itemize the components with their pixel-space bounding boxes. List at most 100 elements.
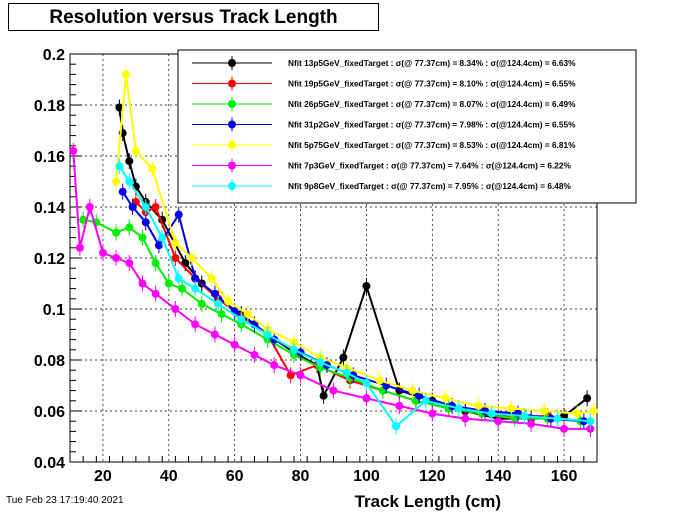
data-point	[128, 203, 137, 211]
data-point	[415, 391, 424, 400]
data-point	[339, 353, 348, 362]
series-4	[112, 66, 598, 422]
y-tick-label: 0.12	[34, 251, 65, 268]
series-6	[115, 158, 595, 435]
data-point	[319, 391, 328, 400]
data-point	[507, 404, 516, 413]
legend-label: Nfit 13p5GeV_fixedTarget : σ(@ 77.37cm) …	[288, 58, 576, 68]
y-tick-label: 0.16	[34, 149, 65, 166]
data-point	[115, 162, 124, 171]
series-line	[121, 191, 584, 423]
data-point	[174, 274, 183, 283]
y-tick-label: 0.2	[43, 47, 65, 64]
data-point	[421, 396, 430, 405]
data-point	[289, 345, 298, 354]
x-tick-label: 20	[94, 468, 112, 485]
legend-box	[177, 49, 637, 204]
data-point	[207, 274, 216, 283]
y-tick-label: 0.1	[43, 302, 65, 319]
data-point	[230, 340, 239, 349]
data-point	[263, 330, 272, 339]
data-point	[141, 203, 150, 211]
data-point	[474, 401, 483, 410]
x-tick-label: 100	[353, 468, 380, 485]
data-point	[125, 157, 134, 166]
data-point	[214, 299, 223, 308]
legend-marker	[228, 100, 236, 108]
data-point	[243, 310, 252, 319]
x-tick-label: 60	[226, 468, 244, 485]
legend-marker	[228, 161, 236, 170]
data-point	[125, 259, 134, 268]
data-point	[224, 297, 233, 306]
data-point	[553, 414, 562, 423]
data-point	[138, 233, 147, 242]
legend-label: Nfit 9p8GeV_fixedTarget : σ(@ 77.37cm) =…	[288, 181, 571, 191]
data-point	[112, 177, 121, 186]
data-point	[527, 419, 536, 428]
x-axis-label: Track Length (cm)	[355, 492, 501, 511]
data-point	[151, 259, 160, 268]
data-point	[454, 404, 463, 413]
legend-label: Nfit 19p5GeV_fixedTarget : σ(@ 77.37cm) …	[288, 79, 576, 89]
data-point	[79, 215, 88, 224]
data-point	[583, 394, 592, 403]
data-point	[154, 241, 163, 250]
legend-marker	[228, 182, 236, 190]
y-tick-label: 0.04	[34, 455, 65, 472]
data-point	[362, 378, 371, 387]
data-point	[520, 412, 529, 421]
data-point	[408, 386, 417, 395]
data-point	[494, 417, 503, 426]
data-point	[461, 414, 470, 423]
data-point	[98, 248, 107, 257]
chart-title-box: Resolution versus Track Length	[8, 3, 379, 31]
data-point	[197, 299, 206, 308]
x-tick-label: 40	[160, 468, 178, 485]
data-point	[112, 228, 121, 237]
data-point	[329, 386, 338, 395]
legend-label: Nfit 31p2GeV_fixedTarget : σ(@ 77.37cm) …	[288, 120, 576, 130]
data-point	[237, 315, 246, 324]
x-tick-label: 160	[551, 468, 578, 485]
data-point	[342, 368, 351, 377]
data-point	[174, 210, 183, 219]
data-point	[164, 279, 173, 288]
data-point	[151, 203, 160, 211]
data-point	[217, 310, 226, 319]
data-point	[121, 70, 130, 79]
data-point	[177, 284, 186, 293]
data-point	[112, 254, 121, 262]
x-tick-label: 80	[292, 468, 310, 485]
timestamp: Tue Feb 23 17:19:40 2021	[6, 495, 124, 506]
chart-title: Resolution versus Track Length	[49, 7, 338, 28]
data-point	[573, 409, 582, 418]
data-point	[191, 320, 200, 329]
data-point	[191, 274, 200, 283]
data-point	[141, 218, 150, 227]
data-point	[589, 407, 598, 415]
y-tick-label: 0.06	[34, 404, 65, 421]
data-point	[125, 177, 134, 186]
data-point	[441, 394, 450, 403]
data-point	[171, 305, 180, 313]
series-5	[69, 142, 595, 437]
data-point	[171, 238, 180, 247]
data-point	[362, 282, 371, 291]
data-point	[250, 350, 259, 359]
data-point	[131, 146, 140, 155]
legend-label: Nfit 5p75GeV_fixedTarget : σ(@ 77.37cm) …	[288, 140, 576, 150]
y-tick-label: 0.14	[34, 200, 65, 217]
y-tick-label: 0.08	[34, 353, 65, 370]
series-line	[118, 165, 591, 428]
data-point	[395, 401, 404, 410]
legend-marker	[228, 120, 236, 129]
series-2	[79, 211, 585, 430]
data-point	[115, 103, 124, 112]
data-point	[487, 409, 496, 418]
data-point	[316, 358, 325, 367]
data-point	[148, 164, 157, 173]
data-point	[138, 279, 147, 288]
data-point	[125, 223, 134, 232]
